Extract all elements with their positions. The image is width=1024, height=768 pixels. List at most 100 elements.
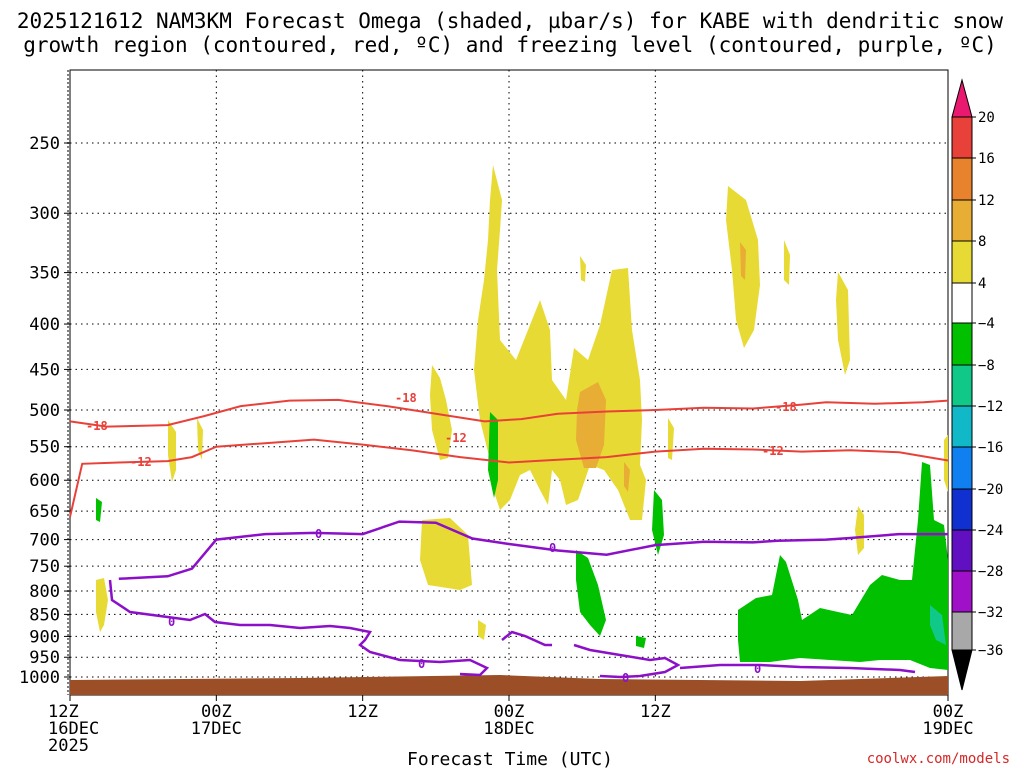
y-tick-label-700: 700 — [29, 531, 60, 551]
contour-label-zero-1: 0 — [315, 527, 322, 541]
omega-core-2 — [740, 242, 746, 280]
x-tick-label-0-1: 16DEC — [48, 719, 99, 739]
colorbar-label-2: 12 — [978, 193, 995, 209]
neg-core-1 — [930, 605, 946, 645]
contour-label-zero-6: 0 — [754, 662, 761, 676]
colorbar-label-4: 4 — [978, 276, 986, 292]
colorbar: 20 16 12 8 4 −4 −8 −12 −16 −20 −24 −28 −32 −36 — [951, 78, 1003, 691]
omega-blob-11 — [784, 240, 790, 285]
colorbar-label-5: −4 — [978, 316, 995, 332]
y-tick-label-350: 350 — [29, 264, 60, 284]
freezing-level-contour — [118, 520, 948, 581]
neg-blob-1 — [96, 498, 102, 522]
neg-blob-2 — [488, 412, 498, 498]
x-tick-label-2-0: 12Z — [347, 702, 378, 722]
contour-label-red12-right: -12 — [762, 444, 784, 458]
contour-label-red18-right: -18 — [775, 400, 797, 414]
x-tick-label-3-1: 18DEC — [483, 719, 534, 739]
omega-shading-negative — [96, 412, 948, 670]
colorbar-swatch-11 — [951, 529, 973, 572]
colorbar-label-11: −28 — [978, 564, 1003, 580]
y-tick-label-500: 500 — [29, 401, 60, 421]
contour-label-red12-left: -12 — [130, 455, 152, 469]
y-axis-labels: 2503003504004505005506006507007508008509… — [19, 134, 60, 688]
x-tick-label-1-0: 00Z — [201, 702, 232, 722]
x-tick-label-3-0: 00Z — [494, 702, 525, 722]
dendritic-minus18-contour — [69, 398, 949, 428]
omega-blob-3 — [197, 418, 203, 460]
y-tick-label-600: 600 — [29, 471, 60, 491]
y-tick-label-650: 650 — [29, 502, 60, 522]
x-tick-label-5-1: 19DEC — [922, 719, 973, 739]
colorbar-swatch-3 — [951, 199, 973, 242]
y-tick-label-300: 300 — [29, 204, 60, 224]
neg-blob-4 — [636, 636, 646, 648]
x-axis-title: Forecast Time (UTC) — [407, 749, 613, 768]
omega-blob-12 — [836, 272, 850, 375]
x-tick-label-0-0: 12Z — [48, 702, 79, 722]
contour-label-zero-2: 0 — [549, 541, 556, 555]
y-tick-label-950: 950 — [29, 648, 60, 668]
colorbar-label-10: −24 — [978, 523, 1003, 539]
colorbar-label-1: 16 — [978, 151, 995, 167]
freezing-lower-line-1 — [108, 579, 490, 677]
omega-shading-strong — [576, 242, 746, 492]
colorbar-swatch-13 — [951, 611, 973, 651]
omega-blob-6 — [478, 620, 486, 640]
colorbar-swatch-12 — [951, 570, 973, 613]
omega-shading-negative-strong — [930, 605, 946, 645]
omega-blob-13 — [855, 506, 864, 555]
contour-label-red12-mid: -12 — [445, 431, 467, 445]
colorbar-label-9: −20 — [978, 482, 1003, 498]
freezing-lower-line-3 — [573, 643, 681, 679]
contour-label-zero-4: 0 — [418, 657, 425, 671]
neg-blob-5 — [652, 490, 664, 555]
y-tick-label-850: 850 — [29, 605, 60, 625]
colorbar-swatch-6 — [951, 322, 973, 366]
omega-blob-8 — [580, 256, 586, 282]
colorbar-swatch-2 — [951, 157, 973, 201]
ground-terrain — [70, 675, 948, 695]
contour-label-zero-3: 0 — [168, 615, 175, 629]
colorbar-swatch-10 — [951, 488, 973, 531]
colorbar-swatch-8 — [951, 405, 973, 448]
colorbar-label-3: 8 — [978, 234, 986, 250]
omega-blob-14 — [944, 435, 948, 492]
y-tick-label-800: 800 — [29, 582, 60, 602]
colorbar-swatch-1 — [951, 116, 973, 159]
colorbar-swatch-5 — [951, 282, 973, 324]
plot-area: -18 -18 -18 -12 -12 -12 0 0 0 0 0 0 — [64, 69, 949, 701]
x-tick-label-1-1: 17DEC — [191, 719, 242, 739]
omega-blob-2 — [168, 420, 176, 482]
colorbar-label-13: −36 — [978, 643, 1003, 659]
colorbar-swatch-9 — [951, 446, 973, 490]
y-tick-label-400: 400 — [29, 315, 60, 335]
freezing-lower-line-2 — [501, 630, 552, 647]
colorbar-label-12: −32 — [978, 605, 1003, 621]
contour-label-zero-5: 0 — [622, 671, 629, 685]
freezing-level-lower-contours — [108, 579, 916, 679]
y-tick-label-1000: 1000 — [19, 668, 60, 688]
colorbar-label-0: 20 — [978, 110, 995, 126]
credit-text: coolwx.com/models — [867, 751, 1010, 767]
omega-blob-5 — [420, 518, 472, 590]
omega-core-1 — [576, 382, 606, 468]
omega-blob-4 — [430, 365, 452, 460]
colorbar-label-7: −12 — [978, 399, 1003, 415]
colorbar-swatch-7 — [951, 364, 973, 407]
dendritic-minus12-contour — [69, 438, 949, 518]
x-tick-label-0-2: 2025 — [48, 736, 89, 756]
neg-blob-6 — [738, 462, 948, 670]
omega-blob-9 — [668, 418, 674, 460]
vertical-gridlines — [69, 70, 949, 701]
colorbar-label-8: −16 — [978, 440, 1003, 456]
chart-title-line2: growth region (contoured, red, ºC) and f… — [23, 33, 997, 57]
colorbar-swatch-14 — [951, 649, 973, 691]
contour-label-red18-left: -18 — [86, 419, 108, 433]
neg-blob-3 — [576, 550, 606, 636]
y-tick-label-450: 450 — [29, 360, 60, 380]
x-tick-label-5-0: 00Z — [933, 702, 964, 722]
y-tick-label-250: 250 — [29, 134, 60, 154]
